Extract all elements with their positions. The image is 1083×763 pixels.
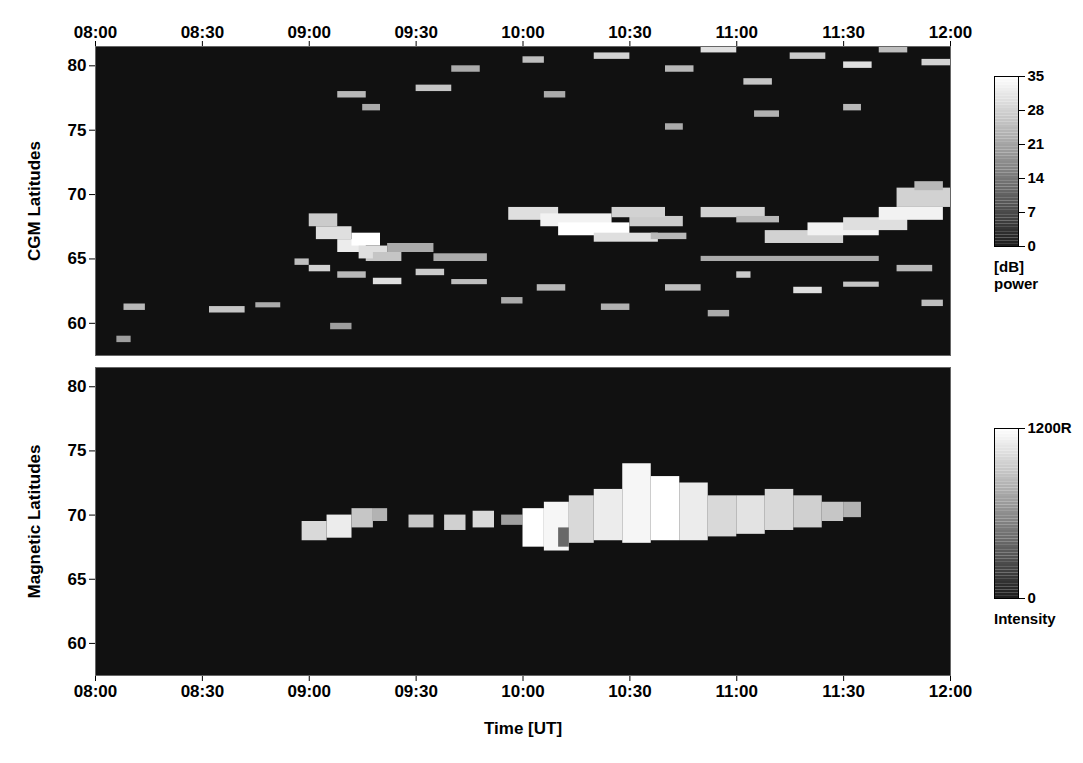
svg-text:08:00: 08:00 bbox=[74, 23, 117, 42]
svg-text:08:30: 08:30 bbox=[181, 23, 224, 42]
svg-text:65: 65 bbox=[68, 249, 87, 268]
svg-text:0: 0 bbox=[1028, 237, 1036, 254]
svg-text:11:30: 11:30 bbox=[822, 23, 865, 42]
svg-text:Magnetic Latitudes: Magnetic Latitudes bbox=[25, 445, 44, 599]
svg-text:11:30: 11:30 bbox=[822, 682, 865, 701]
svg-text:65: 65 bbox=[68, 570, 87, 589]
svg-text:09:30: 09:30 bbox=[394, 682, 437, 701]
svg-text:10:30: 10:30 bbox=[608, 682, 651, 701]
svg-text:7: 7 bbox=[1028, 203, 1036, 220]
svg-text:80: 80 bbox=[68, 377, 87, 396]
svg-text:CGM Latitudes: CGM Latitudes bbox=[25, 141, 44, 261]
svg-text:70: 70 bbox=[68, 506, 87, 525]
svg-text:75: 75 bbox=[68, 121, 87, 140]
svg-text:70: 70 bbox=[68, 185, 87, 204]
html-text:power: power bbox=[994, 275, 1039, 292]
svg-text:75: 75 bbox=[68, 441, 87, 460]
svg-text:09:00: 09:00 bbox=[288, 682, 331, 701]
svg-text:12:00: 12:00 bbox=[929, 682, 972, 701]
svg-text:0: 0 bbox=[1028, 589, 1036, 606]
svg-text:11:00: 11:00 bbox=[715, 682, 758, 701]
svg-text:14: 14 bbox=[1028, 169, 1045, 186]
svg-text:35: 35 bbox=[1028, 67, 1045, 84]
svg-text:28: 28 bbox=[1028, 101, 1045, 118]
svg-text:10:30: 10:30 bbox=[608, 23, 651, 42]
svg-text:80: 80 bbox=[68, 56, 87, 75]
svg-text:09:30: 09:30 bbox=[394, 23, 437, 42]
svg-text:10:00: 10:00 bbox=[501, 682, 544, 701]
svg-text:60: 60 bbox=[68, 314, 87, 333]
svg-text:60: 60 bbox=[68, 634, 87, 653]
svg-text:Time [UT]: Time [UT] bbox=[484, 719, 562, 738]
svg-text:10:00: 10:00 bbox=[501, 23, 544, 42]
svg-text:09:00: 09:00 bbox=[288, 23, 331, 42]
svg-text:08:00: 08:00 bbox=[74, 682, 117, 701]
svg-text:21: 21 bbox=[1028, 135, 1045, 152]
svg-text:12:00: 12:00 bbox=[929, 23, 972, 42]
html-text:[dB]: [dB] bbox=[994, 258, 1024, 275]
svg-text:08:30: 08:30 bbox=[181, 682, 224, 701]
svg-text:11:00: 11:00 bbox=[715, 23, 758, 42]
html-text:Intensity: Intensity bbox=[994, 610, 1056, 627]
svg-text:1200R: 1200R bbox=[1028, 419, 1072, 436]
